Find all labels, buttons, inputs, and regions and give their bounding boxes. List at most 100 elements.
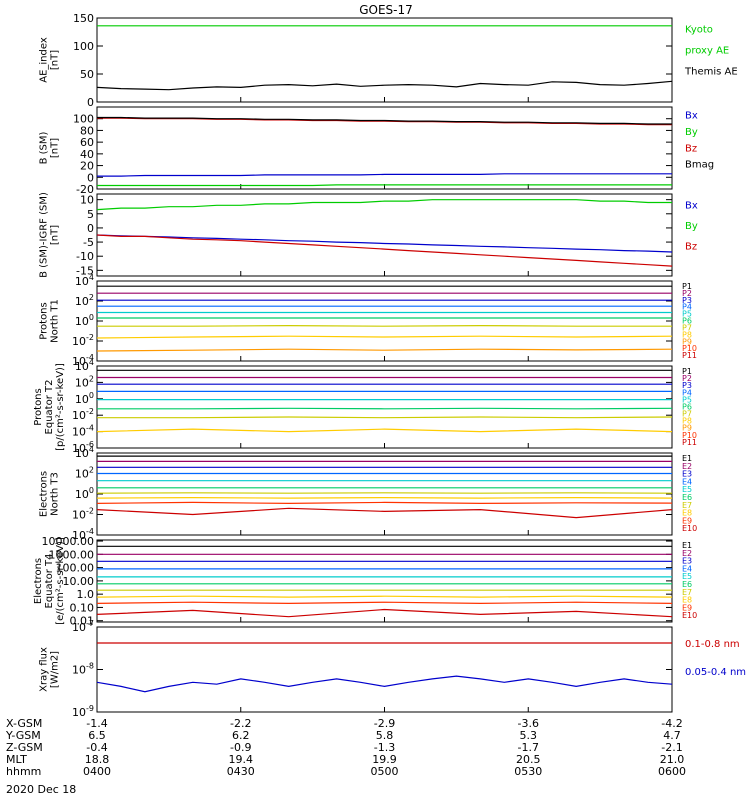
footer-value: -3.6	[518, 717, 539, 730]
y-axis-label-line: [nT]	[50, 225, 61, 245]
legend-entry: P11	[682, 438, 697, 447]
y-tick-label: 10-2	[72, 507, 94, 522]
y-tick-label: 10000.00	[42, 535, 95, 548]
y-tick-label: 102	[75, 466, 94, 481]
y-tick-label: 100	[75, 313, 94, 328]
series-line-E9	[96, 601, 673, 605]
series-line-By	[96, 199, 672, 211]
y-axis-label: ElectronsNorth T3	[39, 471, 61, 517]
y-tick-label: 0	[87, 222, 94, 235]
footer-row-label: hhmm	[6, 765, 41, 778]
y-tick-label: 100	[75, 391, 94, 406]
legend-entry: E7	[682, 501, 692, 510]
panel-8: 10-9 10-8 10-7 Xray flux[W/m2] 0.1-0.8 nm 0.0…	[39, 619, 747, 719]
y-tick-label: 150	[73, 12, 94, 25]
panel-4: 10-4 10-2 100 102 104 ProtonsNorth T1 P1P2P3P4…	[39, 273, 698, 368]
legend-entry: E6	[682, 493, 692, 502]
y-axis-label-line: Xray flux	[39, 647, 50, 692]
y-tick-label: -15	[76, 264, 94, 277]
y-tick-label: 10-2	[72, 333, 94, 348]
y-tick-label: 100	[73, 113, 94, 126]
footer-row-label: Y-GSM	[5, 729, 41, 742]
y-axis-label-line: B (SM)-IGRF (SM)	[39, 192, 50, 278]
y-axis-label-line: [W/m2]	[50, 651, 61, 688]
legend-entry: By	[685, 127, 698, 138]
legend-entry: E10	[682, 524, 697, 533]
y-tick-label: 10-2	[72, 407, 94, 422]
y-axis-label-line: Equator T4	[44, 554, 55, 609]
series-line-P8	[96, 428, 673, 433]
y-axis-label-line: B (SM)	[39, 131, 50, 164]
panel-1: 0 50 100 150 AE_index[nT] Kyoto proxy AE Themis…	[39, 12, 738, 109]
y-axis-label: Xray flux[W/m2]	[39, 647, 61, 692]
footer-value: -2.2	[230, 717, 251, 730]
legend-entry: P7	[682, 324, 692, 333]
series-line-E10	[96, 608, 673, 618]
legend-entry: By	[685, 221, 698, 232]
ephemeris-footer: X-GSM -1.4 -2.2 -2.9 -3.6 -4.2 Y-GSM 6.5 6.2 5.8 5…	[5, 717, 686, 778]
y-tick-label: 1000.00	[49, 548, 95, 561]
panel-frame	[96, 17, 673, 103]
legend-entry: E6	[682, 580, 692, 589]
series-line-E9	[96, 501, 673, 505]
legend-entry: P9	[682, 337, 692, 346]
legend-entry: Bz	[685, 241, 697, 252]
y-axis-label-line: Protons	[39, 302, 50, 339]
y-tick-label: 102	[75, 374, 94, 389]
legend-entry: Themis AE	[684, 67, 738, 78]
legend-entry: P6	[682, 317, 692, 326]
legend-entry: E5	[682, 485, 692, 494]
y-axis-label: AE_index[nT]	[39, 37, 61, 83]
y-tick-label: 100.00	[56, 562, 95, 575]
legend-entry: P7	[682, 410, 692, 419]
legend-entry: P4	[682, 303, 692, 312]
y-axis-label: ProtonsNorth T1	[39, 299, 61, 343]
y-axis-label-line: North T3	[50, 472, 61, 516]
footer-value: 18.8	[85, 753, 110, 766]
legend-entry: P9	[682, 424, 692, 433]
legend-entry: P10	[682, 431, 697, 440]
series-line-Bz	[96, 234, 673, 267]
legend-entry: P3	[682, 296, 692, 305]
legend-entry: E9	[682, 603, 692, 612]
y-tick-label: 100	[73, 40, 94, 53]
y-axis-label: B (SM)-IGRF (SM)[nT]	[39, 192, 61, 278]
y-tick-label: 1.0	[77, 588, 95, 601]
footer-value: -4.2	[661, 717, 682, 730]
legend-entry: Bmag	[685, 160, 714, 171]
series-line-P7	[97, 324, 672, 327]
y-axis-label-line: [nT]	[50, 138, 61, 158]
panel-6: 10-4 10-2 100 102 104 ElectronsNorth T3 E1E2E3…	[39, 445, 698, 542]
footer-value: 6.5	[88, 729, 106, 742]
legend-entry: P3	[682, 381, 692, 390]
y-tick-label: -10	[76, 250, 94, 263]
footer-value: 0430	[227, 765, 255, 778]
panel-frame	[96, 626, 673, 713]
legend-entry: P8	[682, 417, 692, 426]
series-line-E10	[96, 507, 673, 519]
y-tick-label: 0	[87, 171, 94, 184]
y-tick-label: 0	[87, 96, 94, 109]
y-tick-label: 102	[75, 293, 94, 308]
legend-entry: 0.1-0.8 nm	[685, 639, 740, 650]
footer-value: 0600	[658, 765, 686, 778]
y-tick-label: 10-9	[72, 704, 94, 719]
y-tick-label: 50	[80, 68, 94, 81]
y-tick-label: 20	[80, 160, 94, 173]
chart-title: GOES-17	[359, 3, 413, 17]
y-axis-label-line: Protons	[33, 388, 44, 425]
y-axis-label: ProtonsEquator T2[p/(cm²-s-sr-keV)]	[33, 363, 66, 451]
legend-entry: E1	[682, 541, 692, 550]
footer-value: -1.4	[86, 717, 107, 730]
footer-value: -0.4	[86, 741, 107, 754]
legend-entry: P6	[682, 403, 692, 412]
footer-value: -2.9	[374, 717, 395, 730]
legend-entry: 0.05-0.4 nm	[685, 667, 746, 678]
legend-entry: E1	[682, 454, 692, 463]
legend-entry: proxy AE	[685, 46, 729, 57]
panel-frame	[96, 106, 673, 190]
y-tick-label: 5	[87, 208, 94, 221]
